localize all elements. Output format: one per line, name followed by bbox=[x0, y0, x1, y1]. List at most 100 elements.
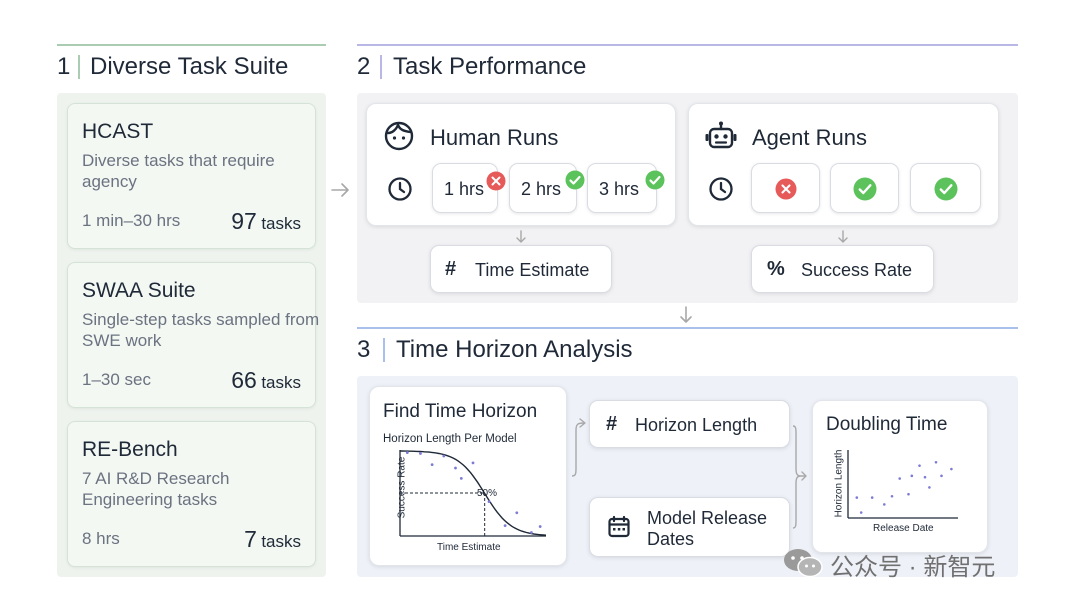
success-check-icon bbox=[934, 177, 958, 201]
horizon-length-card: # Horizon Length bbox=[589, 400, 790, 448]
calendar-icon bbox=[608, 515, 630, 538]
doubling-time-title: Doubling Time bbox=[826, 414, 948, 435]
data-point bbox=[859, 511, 863, 514]
hash-icon: # bbox=[445, 258, 457, 280]
time-estimate-card: # Time Estimate bbox=[430, 245, 612, 293]
human-run-label: 3 hrs bbox=[599, 179, 640, 199]
clock-icon bbox=[388, 177, 412, 201]
clock-icon bbox=[709, 177, 733, 201]
task-count-number: 97 bbox=[231, 208, 257, 234]
bracket-connector-icon bbox=[571, 418, 586, 477]
task-count-unit: tasks bbox=[261, 532, 301, 551]
task-suite-description: Diverse tasks that require agency bbox=[82, 151, 275, 191]
fail-x-icon bbox=[486, 171, 506, 191]
doubling-time-chart bbox=[847, 450, 958, 519]
task-suite-count: 66 tasks bbox=[231, 367, 301, 394]
human-runs-card: Human Runs 1 hrs 2 hrs 3 hrs bbox=[366, 103, 676, 226]
data-point bbox=[950, 467, 953, 471]
arrow-right-icon bbox=[331, 183, 349, 197]
task-suite-duration: 8 hrs bbox=[82, 529, 120, 548]
data-point bbox=[430, 463, 434, 467]
section-1-separator bbox=[78, 55, 80, 79]
section-2-rule bbox=[357, 44, 1018, 46]
human-run-chip-3: 3 hrs bbox=[587, 163, 657, 213]
data-point bbox=[918, 464, 921, 467]
success-check-icon bbox=[565, 170, 585, 190]
human-runs-title: Human Runs bbox=[430, 125, 559, 150]
percent-icon: % bbox=[767, 258, 785, 280]
task-suite-card-swaa: SWAA Suite Single-step tasks sampled fro… bbox=[67, 262, 319, 408]
task-suite-card-rebench: RE-Bench 7 AI R&D Research Engineering t… bbox=[67, 421, 316, 567]
task-suite-name: HCAST bbox=[82, 120, 154, 143]
section-2-title: Task Performance bbox=[393, 53, 587, 80]
data-point bbox=[419, 452, 422, 455]
fit-curve bbox=[400, 450, 547, 536]
arrow-down-icon bbox=[516, 230, 526, 243]
wechat-logo-icon bbox=[784, 549, 823, 578]
agent-run-chip-3 bbox=[910, 163, 981, 213]
model-release-dates-line1: Model Release bbox=[647, 508, 768, 528]
time-estimate-label: Time Estimate bbox=[475, 260, 590, 280]
data-point bbox=[923, 475, 927, 479]
arrow-down-icon bbox=[838, 230, 848, 243]
data-point bbox=[940, 474, 943, 478]
hash-icon: # bbox=[606, 413, 618, 435]
data-point bbox=[459, 476, 463, 480]
data-point bbox=[928, 486, 931, 489]
task-suite-count: 97 tasks bbox=[231, 208, 301, 235]
data-point bbox=[530, 531, 533, 534]
data-point bbox=[890, 494, 894, 498]
task-suite-card-hcast: HCAST Diverse tasks that require agency … bbox=[67, 103, 316, 249]
human-run-label: 2 hrs bbox=[521, 179, 562, 199]
task-suite-name: RE-Bench bbox=[82, 438, 178, 461]
horizon-length-label: Horizon Length bbox=[635, 415, 758, 435]
data-point bbox=[515, 511, 519, 515]
task-count-unit: tasks bbox=[261, 373, 301, 392]
data-point bbox=[487, 500, 491, 503]
data-point bbox=[910, 474, 914, 478]
find-time-horizon-title: Find Time Horizon bbox=[383, 401, 538, 422]
threshold-label: 50% bbox=[477, 488, 498, 499]
section-1-number: 1 bbox=[57, 53, 71, 80]
section-1-rule bbox=[57, 44, 326, 46]
chart-y-axis-label: Success Rate bbox=[396, 456, 408, 519]
chart-x-axis-label: Release Date bbox=[873, 523, 934, 534]
data-point bbox=[538, 525, 542, 528]
section-3-rule bbox=[357, 327, 1018, 329]
human-run-label: 1 hrs bbox=[444, 179, 485, 199]
success-rate-chart bbox=[399, 450, 547, 537]
task-suite-description: 7 AI R&D Research Engineering tasks bbox=[82, 469, 230, 509]
section-2-separator bbox=[380, 55, 382, 79]
task-suite-count: 7 tasks bbox=[244, 526, 301, 553]
task-suite-description: Single-step tasks sampled from SWE work bbox=[82, 310, 320, 350]
data-point bbox=[907, 492, 910, 496]
doubling-time-card: Doubling Time bbox=[812, 400, 988, 553]
arrow-down-icon bbox=[680, 306, 692, 323]
agent-runs-card: Agent Runs bbox=[688, 103, 999, 226]
section-3-title: Time Horizon Analysis bbox=[396, 336, 633, 363]
task-suite-duration: 1 min–30 hrs bbox=[82, 211, 181, 230]
success-check-icon bbox=[853, 177, 877, 201]
robot-icon bbox=[705, 121, 737, 149]
fail-x-icon bbox=[775, 178, 797, 200]
chart-x-axis-label: Time Estimate bbox=[437, 542, 501, 553]
data-point bbox=[503, 524, 507, 528]
chart-y-axis-label: Horizon Length bbox=[833, 449, 845, 518]
agent-runs-title: Agent Runs bbox=[752, 125, 867, 150]
human-run-chip-1: 1 hrs bbox=[432, 163, 498, 213]
task-count-number: 66 bbox=[231, 367, 257, 393]
data-point bbox=[870, 496, 874, 499]
task-suite-duration: 1–30 sec bbox=[82, 370, 151, 389]
data-point bbox=[934, 460, 938, 464]
section-3-number: 3 bbox=[357, 336, 371, 363]
section-3-separator bbox=[383, 338, 385, 362]
section-2-number: 2 bbox=[357, 53, 371, 80]
agent-run-chip-1 bbox=[751, 163, 820, 213]
success-rate-label: Success Rate bbox=[801, 260, 913, 280]
person-face-icon bbox=[384, 121, 414, 151]
agent-run-chip-2 bbox=[830, 163, 899, 213]
model-release-dates-line2: Dates bbox=[647, 529, 695, 549]
success-check-icon bbox=[645, 170, 665, 190]
model-release-dates-card: Model Release Dates bbox=[589, 497, 790, 557]
bracket-merge-icon bbox=[792, 425, 807, 529]
